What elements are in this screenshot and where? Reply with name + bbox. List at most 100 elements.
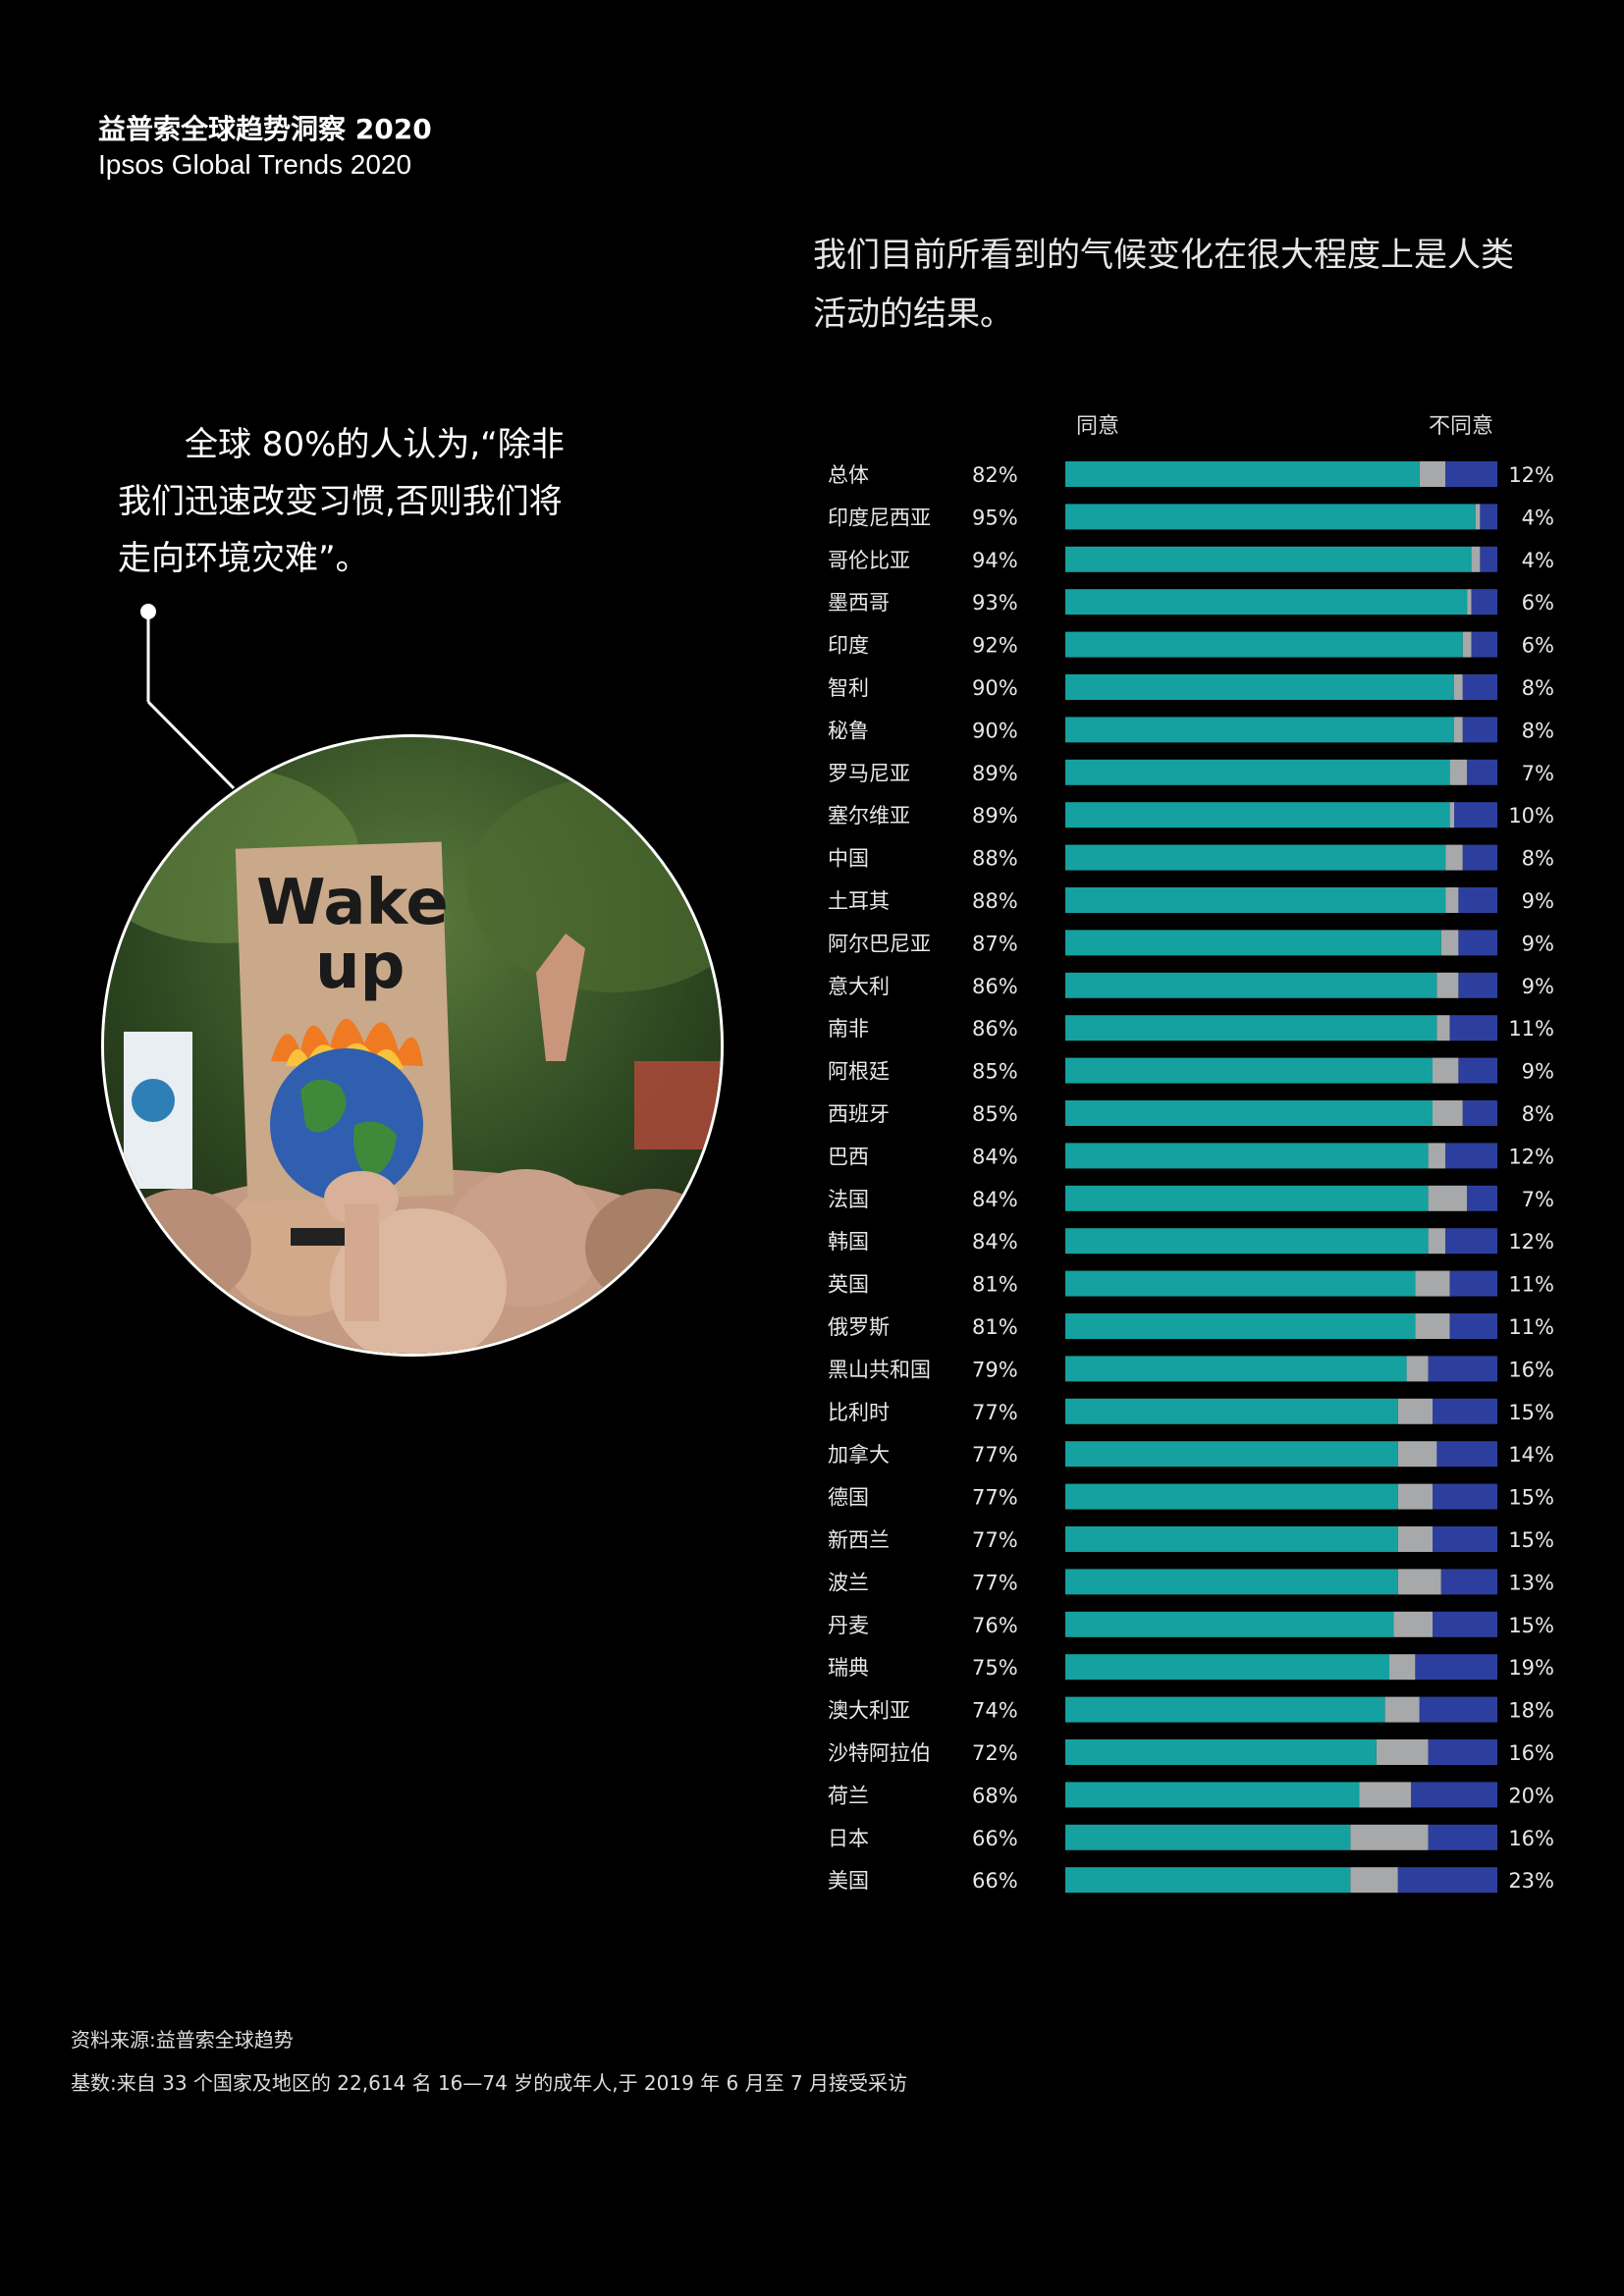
bar-agree [1065,1057,1433,1084]
bar-disagree [1462,1100,1497,1126]
disagree-label: 15% [1508,1614,1554,1637]
bar-disagree [1433,1611,1497,1637]
quote-text: 全球 80%的人认为,“除非我们迅速改变习惯,否则我们将走向环境灾难”。 [118,425,565,578]
agree-label: 88% [972,847,1018,871]
disagree-label: 7% [1522,1188,1554,1211]
disagree-label: 7% [1522,762,1554,785]
disagree-label: 8% [1522,1102,1554,1126]
category-label: 南非 [828,1017,869,1041]
category-label: 法国 [828,1188,869,1211]
bar-agree [1065,589,1468,615]
bar-disagree [1462,717,1497,743]
category-label: 韩国 [828,1230,869,1254]
category-label: 总体 [828,463,869,487]
bar-disagree [1458,972,1497,998]
agree-label: 76% [972,1614,1018,1637]
disagree-label: 9% [1522,975,1554,998]
disagree-label: 4% [1522,506,1554,529]
disagree-label: 9% [1522,1060,1554,1084]
bar-neutral [1359,1782,1411,1808]
agree-label: 77% [972,1401,1018,1424]
bar-agree [1065,802,1450,828]
bar-disagree [1445,1228,1497,1255]
category-label: 荷兰 [828,1784,869,1807]
disagree-label: 8% [1522,847,1554,871]
bar-agree [1065,1143,1429,1169]
bar-neutral [1415,1313,1450,1339]
disagree-label: 8% [1522,719,1554,742]
disagree-label: 11% [1508,1273,1554,1297]
bar-disagree [1419,1696,1497,1723]
bar-disagree [1428,1356,1497,1382]
disagree-label: 12% [1508,1145,1554,1168]
bar-disagree [1454,802,1497,828]
agree-label: 90% [972,719,1018,742]
agree-label: 87% [972,932,1018,955]
bar-agree [1065,759,1450,785]
bar-agree [1065,1270,1416,1297]
agree-label: 89% [972,804,1018,828]
bar-disagree [1449,1270,1497,1297]
bar-agree [1065,1569,1398,1595]
disagree-label: 11% [1508,1315,1554,1339]
agree-label: 74% [972,1699,1018,1723]
category-label: 哥伦比亚 [828,549,910,572]
bar-agree [1065,1824,1351,1850]
disagree-label: 18% [1508,1699,1554,1723]
legend-agree: 同意 [1076,414,1120,439]
category-label: 中国 [828,847,869,871]
bar-neutral [1350,1824,1429,1850]
bar-disagree [1467,759,1497,785]
agree-label: 92% [972,634,1018,658]
disagree-label: 15% [1508,1528,1554,1552]
bar-neutral [1393,1611,1433,1637]
category-label: 印度尼西亚 [828,506,931,529]
bar-neutral [1471,546,1481,572]
bar-agree [1065,1782,1360,1808]
agree-label: 94% [972,549,1018,572]
bar-neutral [1397,1569,1441,1595]
bar-disagree [1458,887,1497,913]
bar-agree [1065,717,1454,743]
bar-disagree [1433,1526,1497,1552]
bar-agree [1065,1100,1433,1126]
sign-text-up: up [315,931,405,1003]
bar-neutral [1397,1483,1433,1510]
bar-neutral [1449,802,1454,828]
agree-label: 75% [972,1656,1018,1680]
agree-label: 88% [972,889,1018,913]
category-label: 巴西 [828,1145,869,1168]
category-label: 俄罗斯 [828,1315,890,1339]
disagree-label: 19% [1508,1656,1554,1680]
disagree-label: 20% [1508,1784,1554,1807]
bar-disagree [1449,1015,1497,1041]
agree-label: 85% [972,1102,1018,1126]
bar-neutral [1376,1739,1429,1765]
category-label: 塞尔维亚 [828,804,910,828]
disagree-label: 16% [1508,1358,1554,1381]
bar-disagree [1445,1143,1497,1169]
bar-agree [1065,1654,1389,1681]
legend-disagree: 不同意 [1429,414,1494,439]
bar-agree [1065,844,1446,871]
bar-agree [1065,887,1446,913]
disagree-label: 6% [1522,634,1554,658]
category-label: 罗马尼亚 [828,762,910,785]
bar-disagree [1462,844,1497,871]
agree-label: 86% [972,975,1018,998]
bar-neutral [1384,1696,1420,1723]
bar-agree [1065,1356,1407,1382]
category-label: 澳大利亚 [828,1699,910,1723]
agree-label: 77% [972,1486,1018,1510]
bar-agree [1065,1611,1394,1637]
bar-agree [1065,1483,1398,1510]
bar-neutral [1440,930,1459,956]
agree-label: 81% [972,1273,1018,1297]
bar-disagree [1436,1441,1497,1468]
bar-neutral [1467,589,1472,615]
bar-neutral [1462,631,1472,658]
sign-text-wake: Wake [256,867,449,939]
bar-agree [1065,1313,1416,1339]
agree-label: 84% [972,1188,1018,1211]
